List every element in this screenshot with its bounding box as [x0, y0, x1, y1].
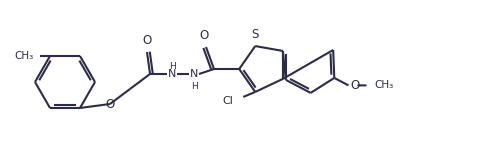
Text: O: O	[142, 34, 152, 47]
Text: Cl: Cl	[222, 96, 233, 106]
Text: O: O	[105, 97, 115, 111]
Text: CH₃: CH₃	[374, 80, 394, 90]
Text: S: S	[252, 28, 259, 41]
Text: O: O	[199, 29, 208, 42]
Text: H: H	[169, 62, 175, 71]
Text: N: N	[168, 69, 176, 79]
Text: N: N	[190, 69, 198, 79]
Text: CH₃: CH₃	[15, 51, 34, 61]
Text: O: O	[351, 79, 360, 92]
Text: H: H	[190, 82, 197, 91]
